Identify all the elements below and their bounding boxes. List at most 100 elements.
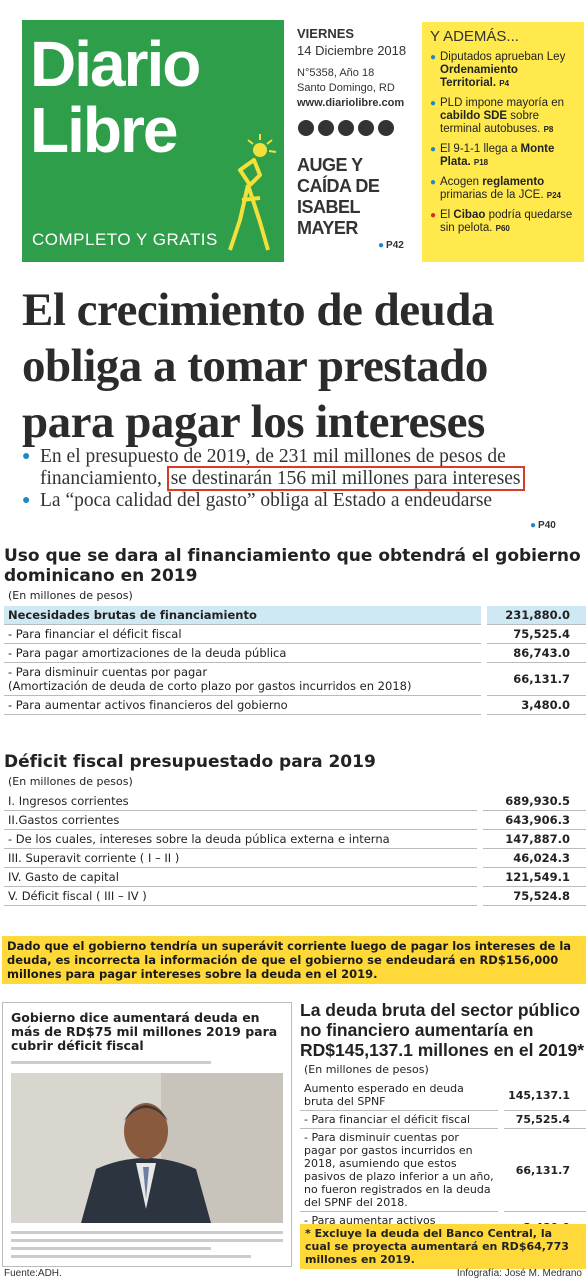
row-label: Necesidades brutas de financiamiento <box>4 606 485 625</box>
row-label: V. Déficit fiscal ( III – IV ) <box>4 886 480 906</box>
also-text: Acogen <box>440 176 483 188</box>
also-text: cabildo SDE <box>440 110 508 122</box>
note-box: Dado que el gobierno tendría un superávi… <box>2 936 586 984</box>
debt-table: Aumento esperado en deuda bruta del SPNF… <box>300 1080 586 1243</box>
also-text: PLD impone mayoría en <box>440 97 565 109</box>
also-item: Diputados aprueban Ley Ordenamiento Terr… <box>430 51 576 90</box>
bullet: La “poca calidad del gasto” obliga al Es… <box>22 490 582 512</box>
table-row: II.Gastos corrientes 643,906.3 <box>4 810 586 830</box>
table-row: V. Déficit fiscal ( III – IV ) 75,524.8 <box>4 886 586 906</box>
table-row: - Para aumentar activos financieros del … <box>4 695 586 715</box>
slogan: COMPLETO Y GRATIS <box>32 230 218 249</box>
row-value: 147,887.0 <box>476 829 586 849</box>
also-item: PLD impone mayoría en cabildo SDE sobre … <box>430 97 576 136</box>
table-row: - Para disminuir cuentas por pagar por g… <box>300 1128 586 1212</box>
bullet: En el presupuesto de 2019, de 231 mil mi… <box>22 446 582 491</box>
city: Santo Domingo, RD <box>297 82 395 94</box>
table-row: - De los cuales, intereses sobre la deud… <box>4 829 586 849</box>
debt-note: * Excluye la deuda del Banco Central, la… <box>300 1224 586 1269</box>
table-row: - Para financiar el déficit fiscal 75,525… <box>4 624 586 644</box>
also-text: El <box>440 209 454 221</box>
financing-table: Necesidades brutas de financiamiento 231,… <box>4 606 586 715</box>
issue: N°5358, Año 18 <box>297 67 375 79</box>
brand-name: Libre <box>30 94 178 166</box>
row-label: - Para pagar amortizaciones de la deuda … <box>4 643 485 663</box>
logo-figure <box>228 134 277 251</box>
also-text: primarias de la JCE. <box>440 189 544 201</box>
credit: Infografía: José M. Medrano <box>456 1268 582 1279</box>
section-title: Uso que se dara al financiamiento que ob… <box>4 546 581 586</box>
also-item: El 9-1-1 llega a Monte Plata. P18 <box>430 143 576 169</box>
page-ref: P24 <box>546 191 561 200</box>
page-ref: P40 <box>530 520 556 531</box>
clipping-body <box>11 1061 283 1258</box>
table-row: I. Ingresos corrientes 689,930.5 <box>4 792 586 811</box>
also-text: reglamento <box>482 176 545 188</box>
clipping-headline: Gobierno dice aumentará deuda en más de … <box>11 1010 278 1053</box>
website: www.diariolibre.com <box>297 97 405 109</box>
row-label: - Para disminuir cuentas por pagar (Amor… <box>4 662 485 696</box>
table-row: Aumento esperado en deuda bruta del SPNF… <box>300 1080 586 1111</box>
row-label: - Para disminuir cuentas por pagar por g… <box>300 1128 502 1212</box>
also-text: sobre terminal autobuses. <box>440 110 541 135</box>
also-box: Y ADEMÁS... Diputados aprueban Ley Orden… <box>422 22 584 262</box>
row-label: I. Ingresos corrientes <box>4 792 480 811</box>
row-value: 66,131.7 <box>498 1128 586 1212</box>
row-value: 689,930.5 <box>476 792 586 811</box>
also-text: Diputados aprueban Ley <box>440 51 566 63</box>
row-label: - De los cuales, intereses sobre la deud… <box>4 829 480 849</box>
date: 14 Diciembre 2018 <box>297 43 407 58</box>
row-value: 75,525.4 <box>498 1110 586 1129</box>
also-text: podría quedarse sin pelota. <box>440 209 573 234</box>
financing-section: Uso que se dara al financiamiento que ob… <box>4 546 586 715</box>
section-title: Déficit fiscal presupuestado para 2019 <box>4 752 376 772</box>
brand-name: Diario <box>30 28 201 100</box>
row-value: 3,480.0 <box>481 695 586 715</box>
source: Fuente:ADH. <box>4 1268 62 1279</box>
news-clipping: Gobierno dice aumentará deuda en más de … <box>2 1002 292 1267</box>
row-value: 121,549.1 <box>476 867 586 887</box>
table-row: Necesidades brutas de financiamiento 231,… <box>4 606 586 625</box>
page-ref: P4 <box>499 79 510 88</box>
row-value: 75,525.4 <box>481 624 586 644</box>
row-value: 643,906.3 <box>476 810 586 830</box>
also-text: Ordenamiento Territorial. <box>440 64 518 89</box>
row-label: - Para financiar el déficit fiscal <box>4 624 485 644</box>
row-value: 86,743.0 <box>481 643 586 663</box>
page-ref: P42 <box>378 240 404 251</box>
row-value: 75,524.8 <box>476 886 586 906</box>
row-label: Aumento esperado en deuda bruta del SPNF <box>300 1080 502 1111</box>
section-title: La deuda bruta del sector público no fin… <box>300 1000 585 1060</box>
deficit-table: I. Ingresos corrientes 689,930.5 II.Gastos… <box>4 792 586 906</box>
also-text: Cibao <box>453 209 486 221</box>
page-ref: P8 <box>543 125 554 134</box>
row-label: III. Superavit corriente ( I – II ) <box>4 848 480 868</box>
row-label: - Para financiar el déficit fiscal <box>300 1110 502 1129</box>
headline: El crecimiento de deuda obliga a tomar p… <box>22 284 494 448</box>
unit: (En millones de pesos) <box>8 589 133 602</box>
also-item: El Cibao podría quedarse sin pelota. P60 <box>430 209 576 235</box>
debt-section: La deuda bruta del sector público no fin… <box>300 1000 586 1243</box>
table-row: - Para financiar el déficit fiscal 75,525… <box>300 1110 586 1129</box>
page-ref: P60 <box>495 224 510 233</box>
bullet-highlight: se destinarán 156 mil millones para inte… <box>166 466 525 491</box>
page-ref: P18 <box>473 158 489 167</box>
table-row: IV. Gasto de capital 121,549.1 <box>4 867 586 887</box>
unit: (En millones de pesos) <box>8 775 133 788</box>
also-list: Diputados aprueban Ley Ordenamiento Terr… <box>430 51 576 235</box>
row-value: 231,880.0 <box>481 606 586 625</box>
table-row: - Para disminuir cuentas por pagar (Amor… <box>4 662 586 696</box>
teaser: AUGE Y CAÍDA DE ISABEL MAYER <box>297 155 380 238</box>
issue-info: VIERNES 14 Diciembre 2018 N°5358, Año 18… <box>297 26 417 142</box>
row-label: IV. Gasto de capital <box>4 867 480 887</box>
also-text: El 9-1-1 llega a <box>440 143 521 155</box>
social-icons <box>298 120 394 136</box>
row-label: - Para aumentar activos financieros del … <box>4 695 485 715</box>
also-text: Monte Plata. <box>440 143 555 168</box>
unit: (En millones de pesos) <box>304 1063 429 1076</box>
bullet-text: En el presupuesto de 2019, de 231 mil mi… <box>40 446 506 489</box>
row-value: 145,137.1 <box>498 1080 586 1111</box>
row-value: 46,024.3 <box>476 848 586 868</box>
masthead: Diario Libre COMPLETO Y GRATIS <box>22 20 284 262</box>
